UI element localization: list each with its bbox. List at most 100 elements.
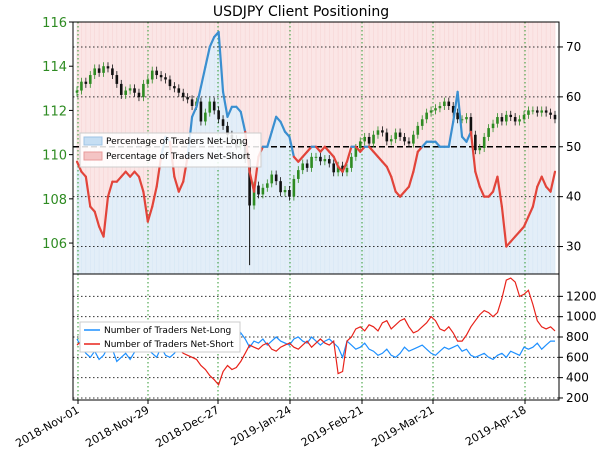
net-long-pct-segment bbox=[487, 190, 495, 198]
candle-up bbox=[252, 185, 256, 206]
net-long-pct-segment bbox=[478, 185, 486, 198]
candle-up bbox=[482, 136, 486, 148]
candle-down bbox=[319, 156, 322, 162]
bottom-tick-label: 800 bbox=[566, 330, 589, 344]
candle-up bbox=[434, 108, 437, 111]
left-tick-label: 108 bbox=[42, 193, 67, 208]
candle-up bbox=[376, 130, 380, 135]
net-long-pct-segment bbox=[84, 175, 92, 208]
right-tick-label: 50 bbox=[566, 140, 581, 154]
candle-up bbox=[208, 101, 212, 113]
candle-down bbox=[133, 88, 136, 93]
bottom-count-axis: 200 400 600 800 1000 1200 bbox=[559, 289, 597, 405]
candle-up bbox=[314, 156, 318, 158]
net-long-pct-segment bbox=[102, 195, 110, 238]
net-long-pct-segment bbox=[80, 170, 87, 178]
net-long-pct-segment bbox=[412, 150, 419, 173]
net-long-pct-segment bbox=[133, 170, 141, 178]
candle-up bbox=[412, 134, 415, 144]
net-long-pct-segment bbox=[301, 150, 309, 158]
candle-down bbox=[137, 92, 141, 98]
candle-up bbox=[358, 141, 362, 148]
net-long-pct-segment bbox=[89, 205, 96, 213]
net-long-pct-segment bbox=[177, 180, 185, 193]
bottom-tick-label: 1000 bbox=[566, 310, 597, 324]
right-tick-label: 40 bbox=[566, 190, 581, 204]
candle-down bbox=[367, 136, 371, 144]
net-long-pct-segment bbox=[522, 215, 530, 228]
top-legend-box bbox=[79, 132, 262, 168]
candle-down bbox=[456, 112, 459, 120]
net-long-pct-segment bbox=[75, 160, 83, 173]
net-long-pct-segment bbox=[204, 45, 211, 69]
candle-up bbox=[336, 165, 340, 173]
net-long-pct-segment bbox=[372, 150, 380, 158]
net-long-pct-segment bbox=[456, 90, 464, 138]
net-long-pct-segment bbox=[93, 210, 101, 228]
net-long-pct-segment bbox=[540, 175, 548, 188]
net-long-pct-segment bbox=[283, 130, 291, 138]
right-tick-label: 70 bbox=[566, 40, 581, 54]
net-long-pct-segment bbox=[195, 85, 203, 108]
candle-down bbox=[226, 125, 229, 135]
net-long-pct-segment bbox=[514, 230, 521, 238]
net-long-pct-segment bbox=[381, 160, 388, 168]
candle-down bbox=[332, 163, 336, 173]
bottom-legend: Number of Traders Net-Long Number of Tra… bbox=[79, 321, 241, 353]
net-long-pct-segment bbox=[239, 110, 247, 133]
net-long-pct-segment bbox=[129, 170, 136, 178]
legend-net-short-label: Percentage of Traders Net-Short bbox=[106, 152, 251, 162]
candle-down bbox=[257, 185, 260, 195]
bottom-legend-box bbox=[79, 321, 241, 353]
date-tick-label: 2018-Dec-27 bbox=[153, 403, 221, 450]
candle-up bbox=[345, 167, 349, 173]
candle-up bbox=[102, 66, 105, 73]
net-long-pct-segment bbox=[368, 145, 375, 153]
net-long-pct-segment bbox=[124, 170, 132, 178]
net-long-pct-segment bbox=[434, 140, 442, 148]
net-long-pct-segment bbox=[115, 175, 123, 183]
candle-up bbox=[261, 187, 265, 195]
candle-up bbox=[505, 114, 508, 122]
candle-down bbox=[159, 75, 163, 78]
candle-up bbox=[478, 148, 482, 151]
net-long-pct-segment bbox=[527, 205, 534, 218]
candle-down bbox=[221, 119, 225, 126]
candle-up bbox=[531, 110, 535, 112]
candle-up bbox=[443, 101, 446, 106]
net-long-pct-segment bbox=[452, 90, 459, 123]
net-long-pct-segment bbox=[270, 115, 278, 133]
candle-down bbox=[97, 68, 101, 73]
legend-net-long-label: Percentage of Traders Net-Long bbox=[106, 137, 248, 147]
candle-down bbox=[199, 101, 203, 122]
net-long-pct-segment bbox=[531, 185, 539, 208]
net-long-pct-segment bbox=[385, 165, 393, 178]
candle-up bbox=[93, 68, 97, 76]
net-long-pct-segment bbox=[106, 180, 114, 198]
candle-up bbox=[283, 190, 287, 193]
net-short-swatch bbox=[83, 151, 103, 161]
candle-down bbox=[407, 141, 411, 144]
net-long-pct-segment bbox=[266, 130, 273, 148]
net-long-pct-segment bbox=[226, 105, 234, 118]
net-long-pct-segment bbox=[279, 120, 287, 133]
net-long-pct-segment bbox=[536, 175, 543, 188]
net-long-pct-segment bbox=[403, 185, 411, 193]
net-long-pct-segment bbox=[500, 205, 508, 248]
net-long-pct-segment bbox=[390, 175, 397, 193]
candle-up bbox=[394, 132, 397, 140]
net-long-pct-segment bbox=[292, 155, 300, 163]
candle-down bbox=[451, 106, 455, 113]
candle-up bbox=[363, 136, 366, 142]
net-long-pct-segment bbox=[288, 135, 295, 158]
candle-up bbox=[460, 119, 464, 121]
legend-traders-short-label: Number of Traders Net-Short bbox=[104, 340, 234, 350]
chart-title: USDJPY Client Positioning bbox=[213, 4, 389, 20]
candle-down bbox=[469, 117, 473, 135]
candle-up bbox=[491, 123, 495, 129]
net-long-pct-segment bbox=[319, 145, 326, 153]
candle-up bbox=[354, 148, 358, 157]
candle-down bbox=[217, 110, 220, 120]
candle-up bbox=[425, 112, 428, 120]
